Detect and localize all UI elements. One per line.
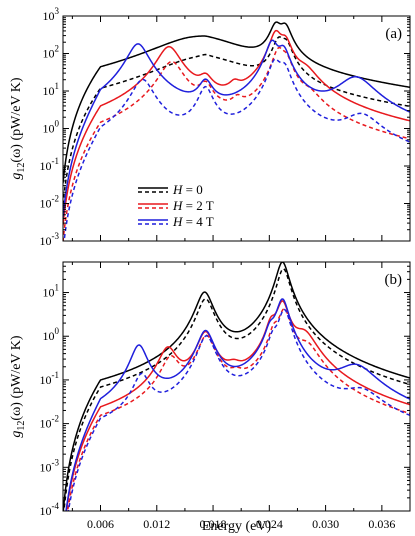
ytick-label: 100 [43, 326, 60, 343]
ytick-label: 10-1 [40, 370, 60, 387]
ytick-label: 103 [43, 6, 60, 23]
xtick-label: 0.018 [200, 517, 227, 531]
ytick-label: 10-2 [40, 194, 60, 211]
series-line-4 [63, 39, 410, 218]
panel-a: 10-3 10-2 10-1 100 101 102 103 g12(ω) (pW/eV K)… [9, 6, 411, 248]
series-group [63, 21, 410, 241]
panel-label: (b) [385, 272, 403, 288]
xtick-label: 0.036 [368, 517, 395, 531]
series-line-4 [65, 298, 410, 511]
legend-label: H = 4 T [172, 214, 214, 229]
y-axis-title: g12(ω) (pW/eV K) [9, 335, 27, 437]
panel-label: (a) [385, 26, 402, 42]
series-line-1 [63, 268, 410, 511]
xtick-label: 0.006 [87, 517, 114, 531]
x-axis-title: Energy (eV) [202, 519, 272, 534]
ytick-label: 10-3 [40, 231, 60, 248]
ytick-label: 101 [43, 283, 60, 300]
series-line-3 [63, 46, 410, 241]
plot-frame [62, 15, 411, 242]
panel-b: 10-4 10-3 10-2 10-1 100 101 0.006 0.012 0.018 0.0… [9, 261, 411, 534]
legend-label: H = 2 T [172, 198, 214, 213]
legend: H = 0H = 2 TH = 4 T [138, 182, 214, 229]
ytick-label: 102 [43, 44, 60, 61]
series-line-5 [67, 308, 410, 511]
ytick-label: 101 [43, 81, 60, 98]
xtick-label: 0.012 [143, 517, 170, 531]
ytick-label: 100 [43, 119, 60, 136]
series-line-3 [66, 307, 410, 511]
ytick-label: 10-1 [40, 156, 60, 173]
ytick-label: 10-2 [40, 414, 60, 431]
ytick-label: 10-4 [40, 501, 60, 518]
series-line-1 [63, 36, 410, 205]
xtick-label: 0.024 [256, 517, 283, 531]
series-line-2 [63, 29, 410, 226]
xtick-label: 0.030 [312, 517, 339, 531]
series-line-2 [65, 300, 410, 511]
y-axis-title: g12(ω) (pW/eV K) [9, 77, 27, 179]
legend-label: H = 0 [172, 182, 203, 197]
series-line-0 [63, 21, 410, 184]
ytick-label: 10-3 [40, 457, 60, 474]
series-line-0 [63, 262, 410, 511]
series-group [63, 262, 410, 511]
series-line-5 [63, 58, 410, 241]
